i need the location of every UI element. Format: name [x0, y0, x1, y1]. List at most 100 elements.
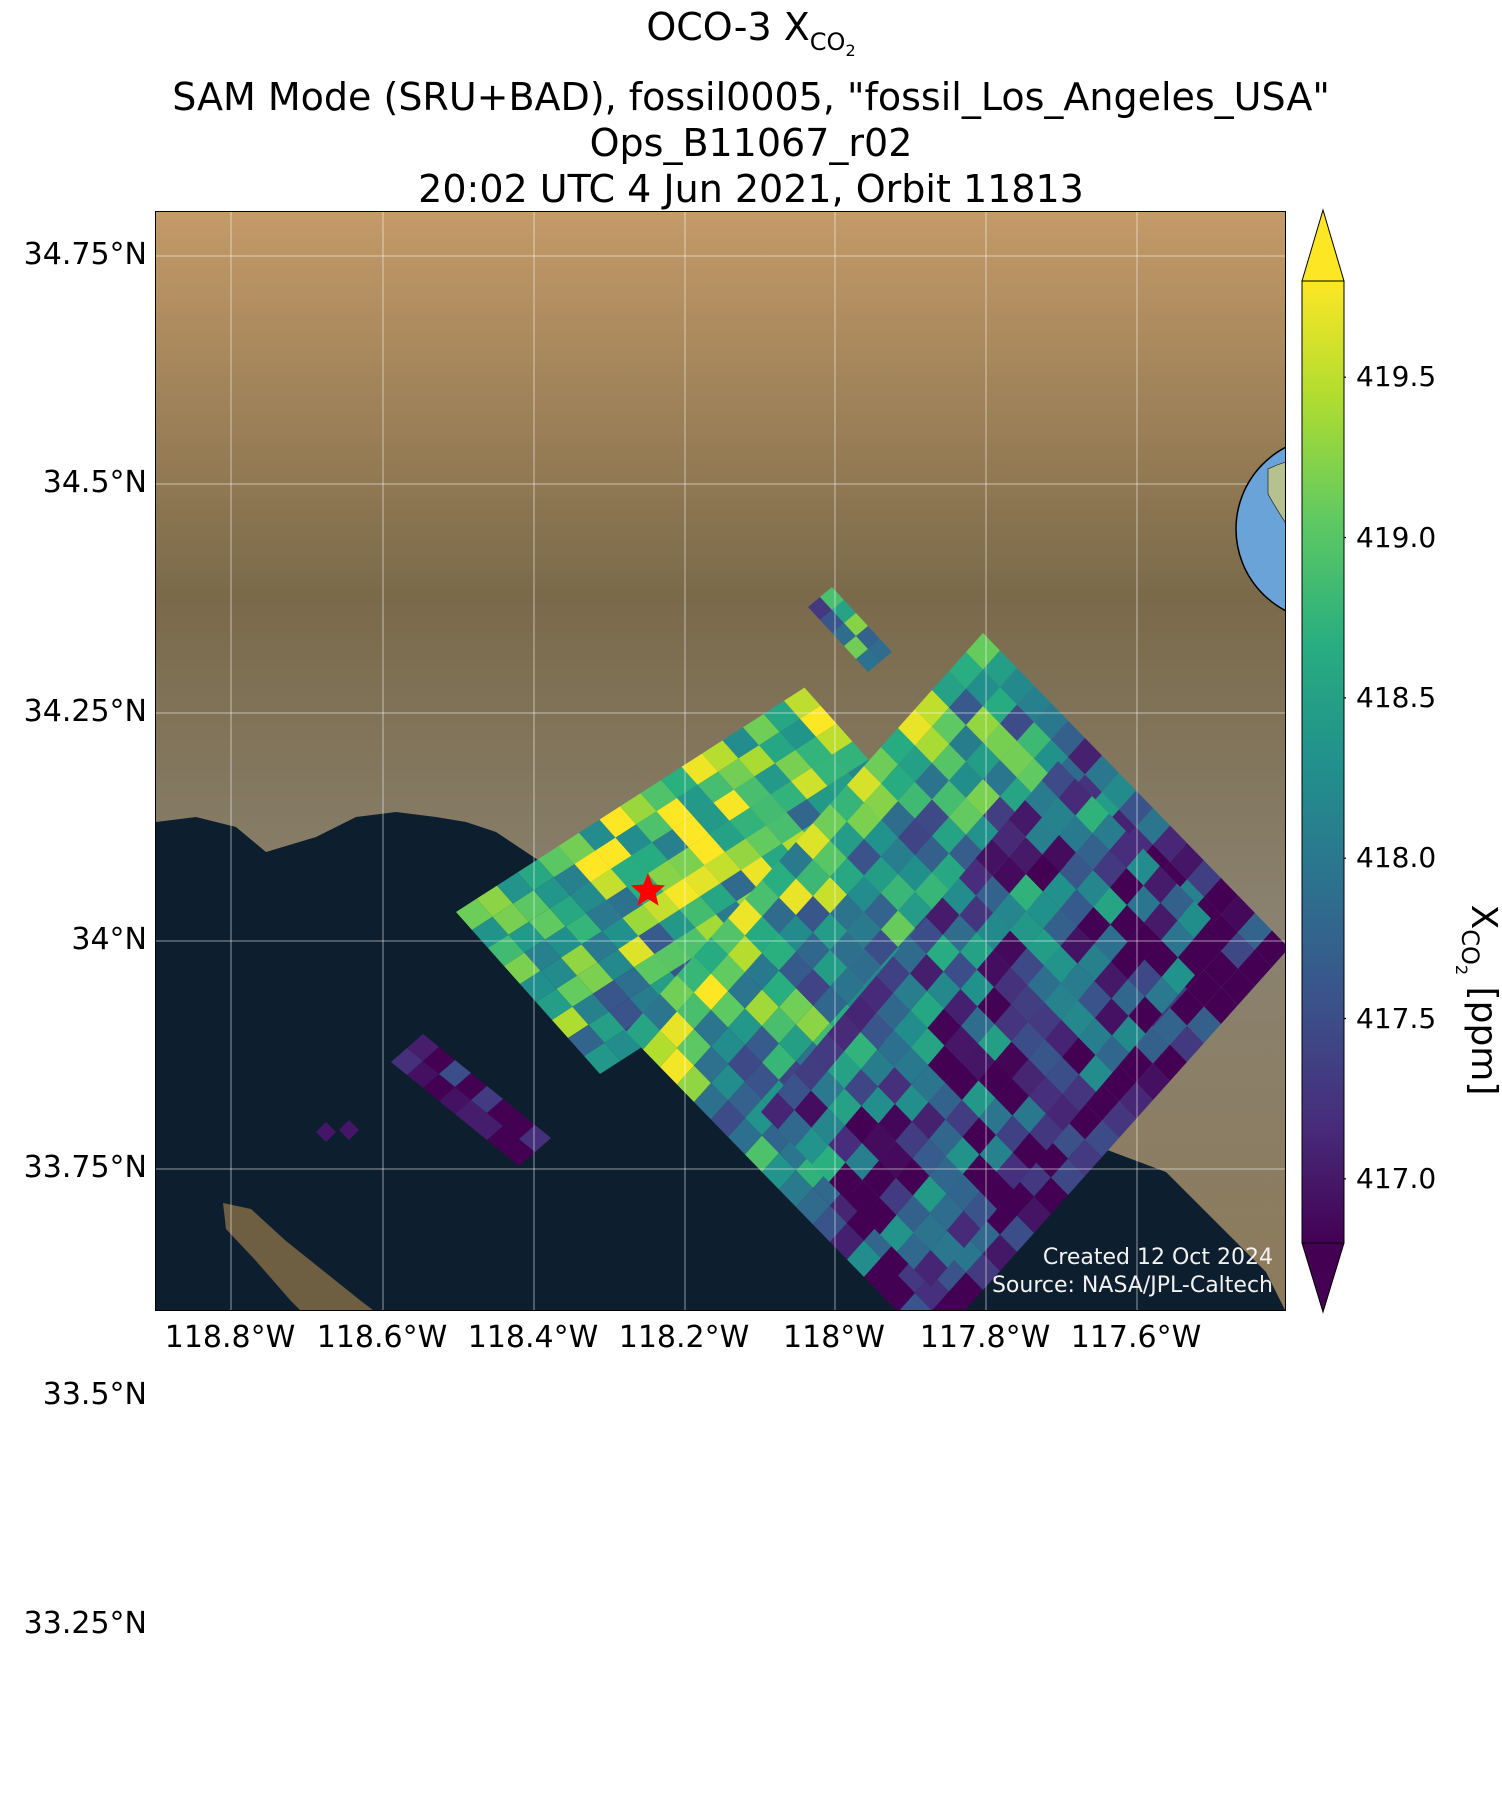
sounding-cell: [1102, 1101, 1136, 1138]
sounding-cell: [568, 1024, 605, 1056]
sounding-cell: [1013, 1133, 1047, 1170]
sounding-cell: [979, 1135, 1013, 1172]
sounding-cell: [1000, 741, 1034, 778]
sounding-cell: [975, 839, 1009, 876]
sounding-cell: [832, 741, 869, 773]
sounding-cell: [728, 935, 762, 972]
sounding-cell: [943, 952, 977, 989]
sounding-cell: [1062, 1074, 1096, 1112]
sounding-cell: [959, 895, 993, 933]
sounding-cell: [626, 1013, 660, 1050]
sounding-cell: [915, 836, 949, 873]
lon-tick-label: 118.8°W: [164, 1320, 296, 1355]
sounding-cell: [846, 1180, 880, 1217]
sounding-cell: [944, 989, 978, 1026]
sounding-cell: [618, 936, 655, 968]
sounding-cell: [828, 1125, 862, 1163]
watermark: Created 12 Oct 2024 Source: NASA/JPL-Cal…: [992, 1244, 1273, 1300]
sounding-cell: [593, 980, 630, 1012]
sounding-cell: [966, 815, 1000, 852]
sounding-cell: [711, 1100, 745, 1137]
sounding-cell: [620, 793, 657, 825]
sounding-cell: [796, 969, 830, 1006]
sounding-cell: [634, 954, 671, 986]
sounding-cell: [1075, 796, 1109, 833]
sounding-cell: [1127, 885, 1161, 923]
sounding-cell: [1187, 860, 1221, 897]
sounding-cell: [830, 931, 864, 968]
sounding-cell: [694, 1010, 728, 1047]
sounding-cell: [574, 850, 611, 882]
sounding-cell: [915, 726, 949, 763]
sounding-cell: [1153, 825, 1187, 862]
sounding-cell: [949, 798, 983, 835]
sounding-cell: [652, 829, 689, 861]
sounding-cell: [1126, 848, 1160, 886]
sounding-cell: [949, 725, 983, 762]
sounding-cell: [844, 1069, 878, 1106]
sounding-cell: [847, 875, 881, 912]
sounding-cell: [983, 760, 1017, 797]
sounding-cell: [881, 801, 915, 838]
sounding-cell: [898, 709, 932, 746]
sounding-cell: [983, 1198, 1017, 1235]
sounding-cell: [661, 766, 698, 798]
sounding-cell: [663, 878, 700, 910]
sounding-cell: [862, 1160, 896, 1198]
sounding-cell: [1043, 909, 1077, 946]
sounding-cell: [1028, 1002, 1062, 1040]
sounding-cell: [763, 700, 800, 732]
sounding-cell: [711, 991, 745, 1028]
sounding-cell: [795, 736, 832, 768]
sounding-cell: [497, 872, 534, 904]
sounding-cell: [476, 885, 513, 917]
sounding-cell: [656, 798, 693, 830]
sounding-cell: [779, 1024, 813, 1061]
title-line-4: 20:02 UTC 4 Jun 2021, Orbit 11813: [418, 167, 1084, 211]
sounding-cell: [1027, 928, 1061, 966]
sounding-cell: [1034, 1141, 1068, 1178]
sounding-cell: [672, 816, 709, 848]
sounding-cell: [1028, 1039, 1062, 1077]
sounding-cell: [993, 893, 1027, 931]
sounding-cell: [1025, 780, 1059, 818]
sounding-cell: [1034, 739, 1068, 776]
sounding-cell: [762, 934, 796, 971]
sounding-cell: [1160, 883, 1194, 921]
sounding-cell: [898, 818, 932, 855]
sounding-cell: [946, 1174, 980, 1211]
sounding-cell: [896, 1158, 930, 1196]
sounding-cell: [928, 1082, 962, 1120]
sounding-cell: [862, 1123, 896, 1161]
map-panel[interactable]: Created 12 Oct 2024 Source: NASA/JPL-Cal…: [155, 211, 1286, 1311]
sounding-cell: [994, 967, 1028, 1005]
sounding-cell: [1042, 798, 1076, 835]
sounding-cell: [471, 1113, 503, 1140]
colorbar-label: XCO2 [ppm]: [1452, 904, 1502, 1096]
sounding-cell: [1102, 773, 1136, 810]
sounding-cell: [1144, 940, 1178, 977]
sounding-cell: [1238, 949, 1272, 986]
sounding-cell: [423, 1074, 455, 1101]
sounding-cell: [595, 837, 632, 869]
sounding-cell: [1029, 1076, 1063, 1114]
sounding-cell: [472, 916, 509, 948]
sounding-cell: [946, 1137, 980, 1174]
sounding-cell: [1221, 968, 1255, 1005]
star-icon: [630, 873, 666, 906]
lon-tick-label: 118.6°W: [316, 1320, 448, 1355]
sounding-cell: [929, 1119, 963, 1157]
sounding-cell: [930, 1230, 964, 1268]
sounding-cell: [779, 915, 813, 952]
sounding-cell: [1170, 843, 1204, 880]
colorbar-tick-label: 418.5: [1356, 680, 1437, 714]
sounding-cell: [1128, 959, 1162, 997]
sounding-cell: [586, 900, 623, 932]
lat-tick-label: 33.5°N: [42, 1377, 147, 1412]
sounding-cell: [910, 991, 944, 1028]
sounding-cell: [654, 940, 691, 972]
map-gridlines: [156, 212, 1285, 1310]
sounding-cell: [677, 784, 714, 816]
colorbar-tick-label: 419.0: [1356, 520, 1437, 554]
globe-north-america: [1267, 461, 1285, 523]
